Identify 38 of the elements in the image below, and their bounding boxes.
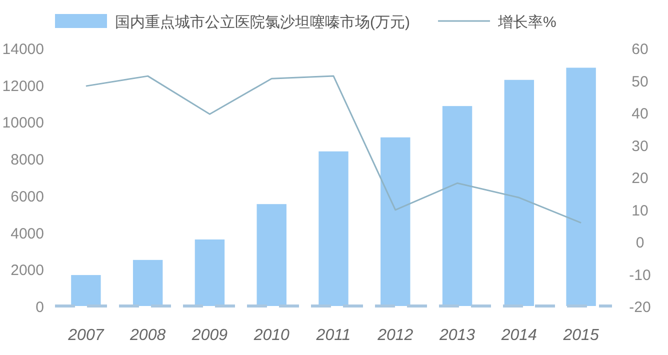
bar: [71, 275, 101, 306]
legend-label: 增长率%: [497, 14, 556, 31]
y-tick-label: 4000: [10, 225, 44, 242]
bar: [566, 68, 596, 306]
y2-tick-label: -20: [629, 299, 651, 316]
bar: [318, 151, 348, 306]
y2-tick-label: 10: [632, 202, 648, 220]
y2-tick-label: 50: [632, 73, 648, 90]
y2-tick-label: 30: [632, 138, 648, 155]
x-tick-label: 2008: [129, 327, 166, 344]
bar: [380, 137, 410, 306]
line-series: [85, 75, 582, 224]
bar: [194, 239, 225, 306]
y2-tick-label: -10: [629, 266, 651, 284]
x-tick-label: 2009: [190, 327, 228, 344]
y-tick-label: 6000: [10, 188, 44, 206]
y-tick-label: 14000: [2, 41, 44, 58]
y2-tick-label: 0: [636, 234, 644, 252]
y-tick-label: 10000: [2, 114, 44, 132]
y-tick-label: 8000: [10, 152, 44, 169]
y2-tick-label: 20: [632, 170, 648, 187]
x-tick-label: 2013: [438, 327, 476, 344]
x-tick-label: 2011: [315, 327, 351, 344]
legend-label: 国内重点城市公立医院氯沙坦噻嗪市场(万元): [115, 14, 410, 31]
y-tick-label: 0: [36, 299, 44, 316]
x-tick-label: 2010: [252, 327, 290, 344]
x-tick-label: 2007: [67, 327, 105, 344]
x-tick-label: 2015: [562, 327, 599, 344]
bar: [132, 260, 163, 306]
y2-tick-label: 40: [632, 106, 648, 122]
y-tick-label: 12000: [2, 78, 44, 95]
bar: [442, 106, 472, 306]
y2-tick-label: 60: [632, 41, 648, 58]
x-tick-label: 2012: [376, 327, 414, 344]
bar: [504, 80, 534, 306]
bar: [256, 204, 286, 306]
x-tick-label: 2014: [500, 327, 538, 344]
y-tick-label: 2000: [10, 262, 44, 280]
